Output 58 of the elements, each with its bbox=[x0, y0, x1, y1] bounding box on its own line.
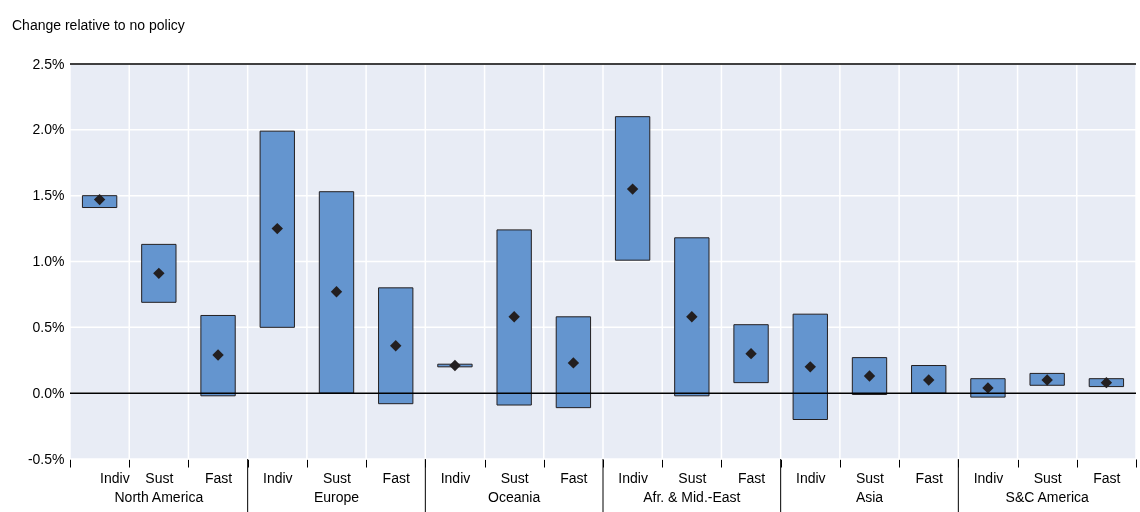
point bbox=[567, 357, 580, 369]
x-tick-label: Indiv bbox=[262, 469, 293, 486]
text: Oceania bbox=[488, 489, 541, 505]
text: Asia bbox=[855, 489, 884, 505]
bar bbox=[378, 287, 414, 405]
y-tick-label: 2.5% bbox=[32, 55, 65, 72]
x-tick-label: Sust bbox=[322, 469, 352, 486]
x-tick-label: Sust bbox=[855, 469, 885, 486]
y-tick-label: 1.0% bbox=[32, 253, 65, 269]
text: Afr. & Mid.-East bbox=[643, 489, 741, 505]
x-tick-label: Indiv bbox=[618, 469, 648, 486]
point bbox=[804, 361, 816, 373]
text: North America bbox=[114, 489, 204, 505]
point bbox=[153, 267, 165, 280]
bar bbox=[733, 324, 769, 384]
text: Europe bbox=[313, 489, 360, 505]
x-tick-label: Fast bbox=[737, 469, 766, 486]
y-tick-label: 0.5% bbox=[32, 318, 65, 335]
point bbox=[1100, 376, 1113, 389]
y-tick-label: 1.5% bbox=[32, 187, 65, 204]
bar bbox=[318, 191, 355, 394]
point bbox=[686, 311, 698, 323]
bar bbox=[911, 365, 947, 394]
bar bbox=[141, 243, 177, 303]
point bbox=[390, 340, 402, 352]
bar bbox=[259, 130, 295, 328]
point bbox=[271, 222, 283, 235]
x-tick-label: Indiv bbox=[795, 469, 826, 486]
bar bbox=[674, 237, 710, 397]
point bbox=[93, 193, 106, 206]
x-tick-label: Fast bbox=[560, 469, 588, 486]
y-tick-label: 0.0% bbox=[32, 384, 65, 401]
text: S&C America bbox=[1005, 489, 1089, 505]
x-tick-label: Fast bbox=[915, 469, 943, 486]
bar bbox=[555, 316, 592, 409]
y-tick-label: 2.0% bbox=[32, 121, 65, 138]
bar bbox=[496, 229, 532, 406]
point bbox=[449, 359, 461, 372]
x-tick-label: Sust bbox=[145, 469, 174, 486]
x-tick-label: Fast bbox=[1093, 469, 1121, 486]
x-tick-label: Sust bbox=[1033, 469, 1062, 486]
point bbox=[626, 183, 639, 195]
x-tick-label: Fast bbox=[204, 469, 233, 486]
y-tick-label: -0.5% bbox=[27, 450, 65, 467]
x-tick-label: Indiv bbox=[100, 469, 130, 486]
bar bbox=[792, 313, 828, 420]
x-tick-label: Sust bbox=[678, 469, 707, 486]
x-tick-label: Sust bbox=[500, 469, 529, 486]
bar bbox=[200, 314, 236, 397]
point bbox=[745, 347, 757, 360]
x-tick-label: Indiv bbox=[973, 469, 1004, 486]
x-tick-label: Indiv bbox=[440, 469, 471, 486]
bar bbox=[614, 116, 651, 261]
x-tick-label: Fast bbox=[382, 469, 410, 486]
point bbox=[508, 311, 520, 323]
point bbox=[212, 349, 224, 361]
point bbox=[330, 286, 343, 298]
chart-subtitle: Change relative to no policy bbox=[12, 17, 185, 33]
